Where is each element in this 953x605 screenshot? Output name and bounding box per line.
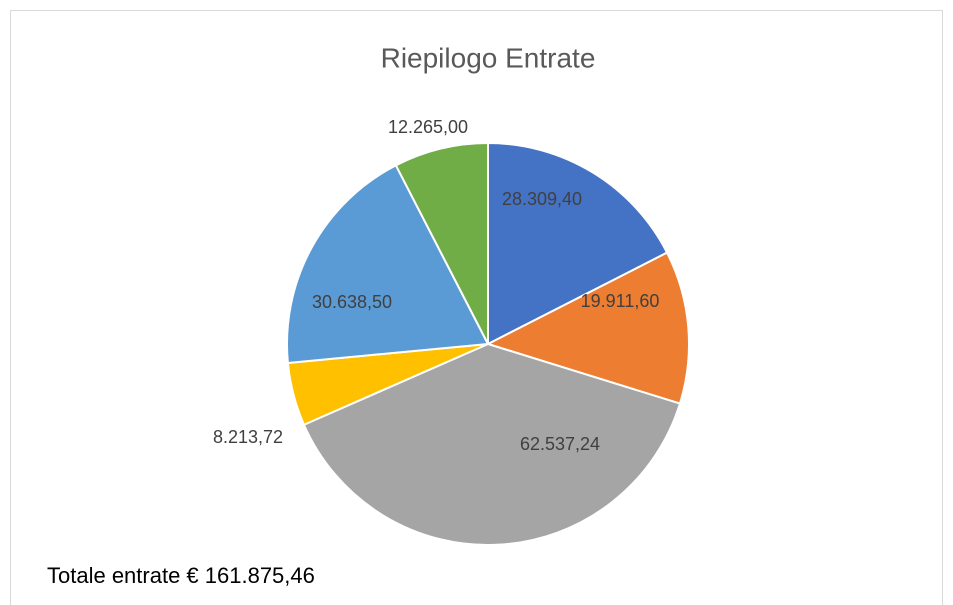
pie-slice — [286, 164, 490, 365]
pie-slice — [302, 342, 682, 546]
data-label: 28.309,40 — [502, 189, 582, 209]
pie-slice — [394, 141, 489, 345]
data-label: 12.265,00 — [388, 117, 468, 137]
data-label: 19.911,60 — [581, 291, 660, 311]
data-label: 30.638,50 — [312, 292, 392, 312]
pie-slice — [487, 141, 669, 346]
annotation: Totale entrate € 161.875,46 — [47, 563, 315, 588]
data-label: 8.213,72 — [213, 427, 283, 447]
pie-slice — [485, 251, 690, 405]
data-label: 62.537,24 — [520, 434, 600, 454]
chart-title: Riepilogo Entrate — [381, 42, 596, 73]
